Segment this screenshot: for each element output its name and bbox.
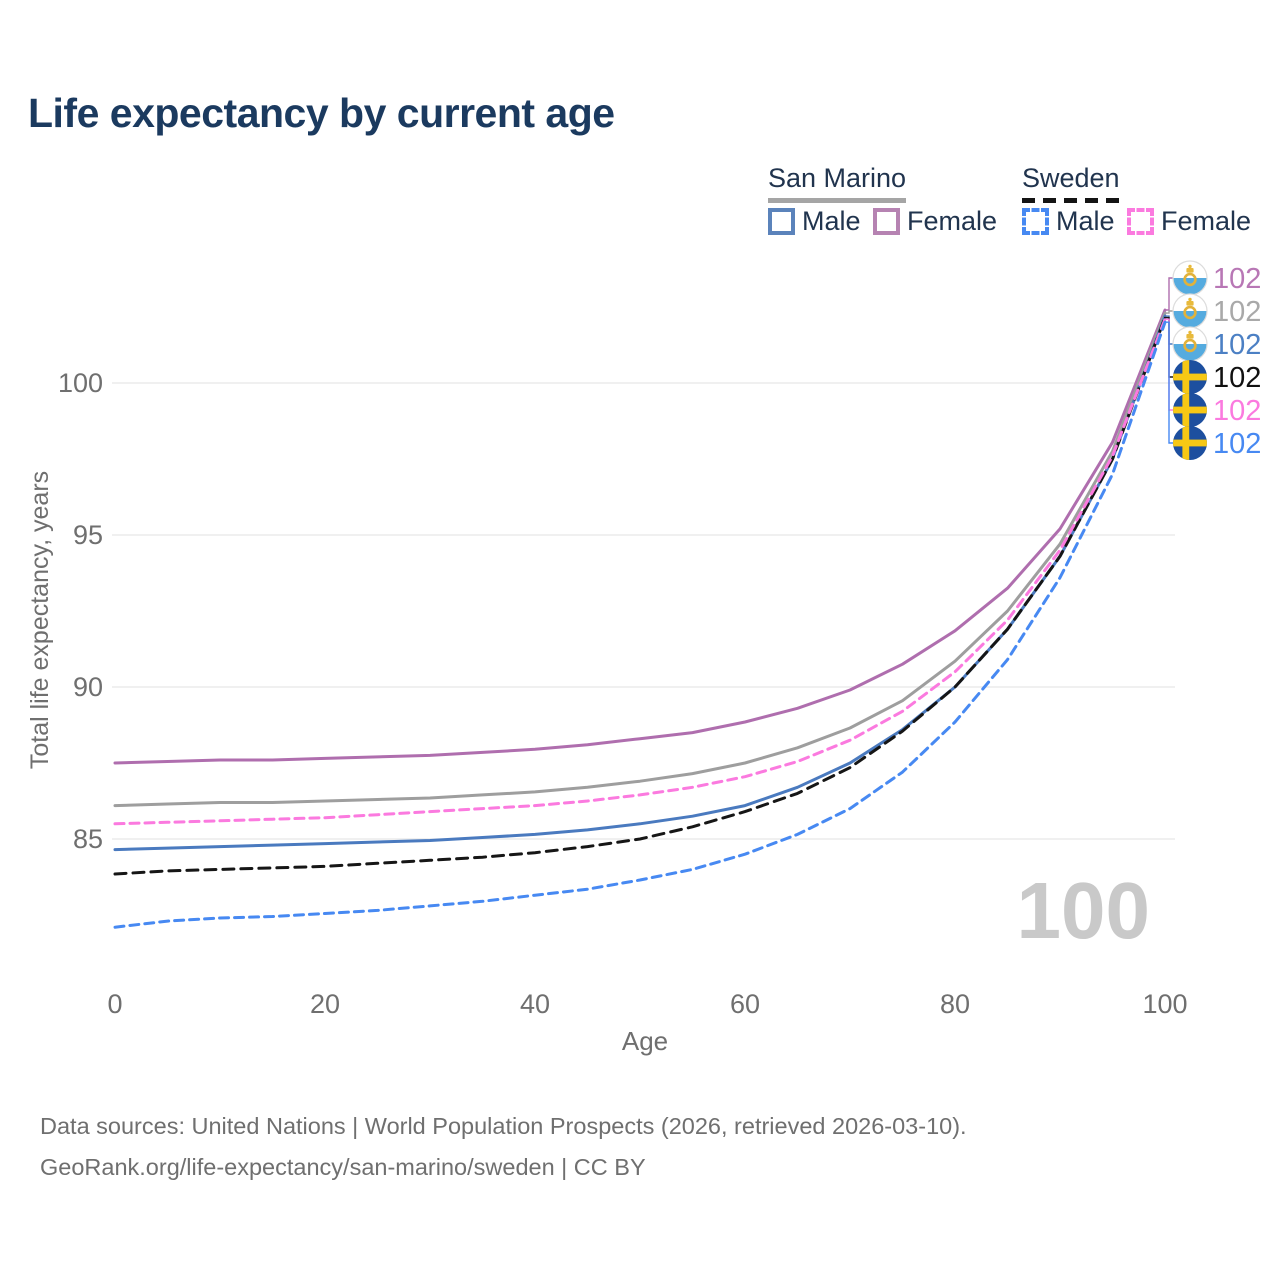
san-marino-flag-icon: [1172, 326, 1208, 362]
x-tick-label: 80: [940, 989, 970, 1019]
y-tick-label: 100: [58, 368, 103, 398]
dashed-swatch-icon: [1127, 208, 1154, 235]
x-tick-label: 20: [310, 989, 340, 1019]
series-line-san-marino-total[interactable]: [113, 311, 1167, 808]
grid-layer: 100 95 90 85 0 20 40 60 80 100: [58, 368, 1188, 1019]
solid-line-sample: [768, 198, 907, 203]
legend-group-name: San Marino: [768, 163, 907, 193]
legend-item-san-marino-female[interactable]: Female: [873, 206, 997, 237]
footer: Data sources: United Nations | World Pop…: [40, 1106, 967, 1188]
sweden-flag-icon: [1173, 426, 1207, 460]
x-tick-label: 60: [730, 989, 760, 1019]
page-title: Life expectancy by current age: [28, 90, 615, 136]
legend-item-label: Male: [802, 206, 861, 236]
sweden-flag-icon: [1173, 360, 1207, 394]
dashed-swatch-icon: [1022, 208, 1049, 235]
legend-item-sweden-male[interactable]: Male: [1022, 206, 1115, 237]
y-tick-label: 85: [73, 824, 103, 854]
endpoint-connector-san-marino-total: [1164, 310, 1173, 314]
attribution-line: GeoRank.org/life-expectancy/san-marino/s…: [40, 1154, 646, 1180]
legend-item-label: Female: [1161, 206, 1252, 236]
x-tick-label: 40: [520, 989, 550, 1019]
legend-group-sweden[interactable]: Sweden: [1022, 163, 1120, 203]
series-line-sweden-male[interactable]: [113, 320, 1167, 929]
endpoint-value-sweden-male: 102: [1213, 428, 1261, 460]
endpoint-value-san-marino-male: 102: [1213, 329, 1261, 361]
series-layer: [113, 308, 1167, 929]
y-tick-label: 95: [73, 520, 103, 550]
endpoint-value-sweden-female: 102: [1213, 395, 1261, 427]
dashed-line-sample: [1022, 198, 1120, 203]
x-tick-label: 100: [1142, 989, 1187, 1019]
endpoint-value-san-marino-female: 102: [1213, 263, 1261, 295]
endpoint-connector-sweden-male: [1164, 321, 1173, 444]
data-sources-line: Data sources: United Nations | World Pop…: [40, 1113, 967, 1139]
series-line-sweden-female[interactable]: [113, 317, 1167, 826]
y-tick-label: 90: [73, 672, 103, 702]
legend-item-san-marino-male[interactable]: Male: [768, 206, 861, 237]
solid-swatch-icon: [873, 208, 900, 235]
san-marino-flag-icon: [1172, 260, 1208, 296]
san-marino-flag-icon: [1172, 293, 1208, 329]
x-tick-label: 0: [107, 989, 122, 1019]
legend-item-sweden-female[interactable]: Female: [1127, 206, 1251, 237]
age-watermark: 100: [1017, 866, 1150, 955]
endpoint-value-san-marino-total: 102: [1213, 296, 1261, 328]
x-axis-title: Age: [622, 1026, 668, 1056]
solid-swatch-icon: [768, 208, 795, 235]
series-line-san-marino-female[interactable]: [113, 308, 1167, 765]
series-line-sweden-total[interactable]: [113, 316, 1167, 876]
series-line-san-marino-male[interactable]: [113, 314, 1167, 852]
y-axis-title: Total life expectancy, years: [26, 471, 54, 769]
sweden-flag-icon: [1173, 393, 1207, 427]
legend-item-label: Male: [1056, 206, 1115, 236]
legend-group-name: Sweden: [1022, 163, 1120, 193]
endpoint-value-sweden-total: 102: [1213, 362, 1261, 394]
legend-group-san-marino[interactable]: San Marino: [768, 163, 907, 203]
legend-item-label: Female: [907, 206, 998, 236]
endpoint-connector-san-marino-female: [1164, 277, 1173, 311]
